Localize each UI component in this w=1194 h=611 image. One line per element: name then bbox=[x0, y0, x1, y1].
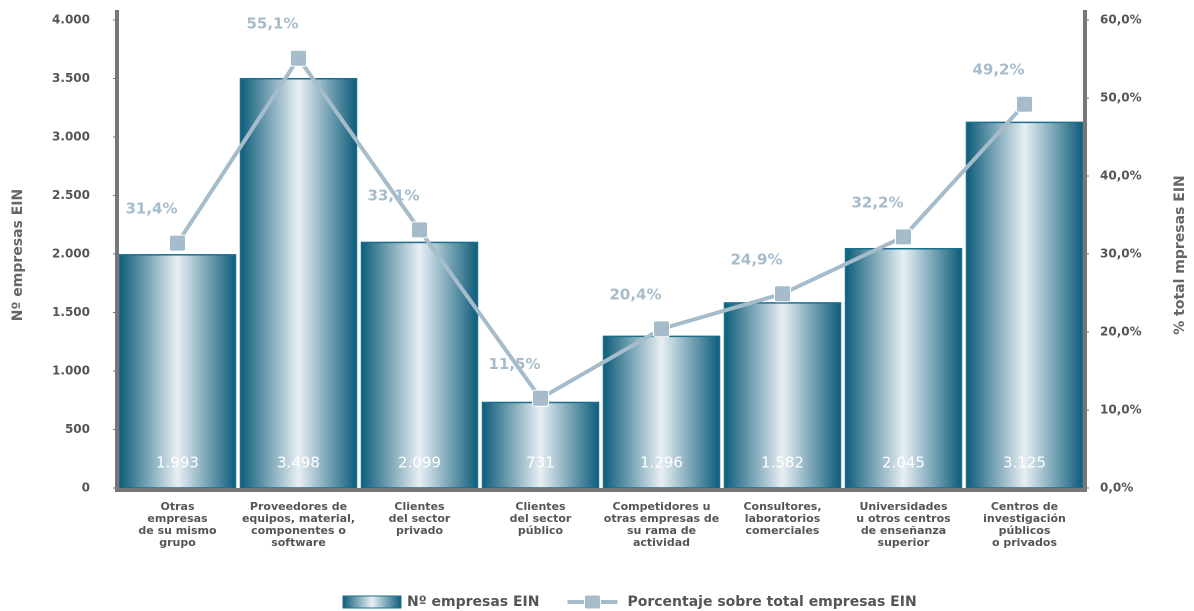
bar-value-label: 3.498 bbox=[277, 454, 320, 472]
y-tick-label: 2.500 bbox=[52, 188, 90, 202]
x-tick-label: Centros de investigación públicos o privado… bbox=[983, 500, 1066, 549]
legend-label: Nº empresas EIN bbox=[407, 594, 539, 610]
bar-value-label: 1.582 bbox=[761, 454, 804, 472]
y2-tick-label: 60,0% bbox=[1100, 13, 1142, 27]
bar bbox=[965, 121, 1084, 489]
y-tick-label: 0 bbox=[82, 481, 90, 495]
bar bbox=[239, 77, 358, 489]
y2-tick-label: 10,0% bbox=[1100, 403, 1142, 417]
line-marker bbox=[895, 228, 912, 246]
line-value-label: 32,2% bbox=[851, 193, 903, 211]
bar-value-label: 2.045 bbox=[882, 454, 925, 472]
line-value-label: 24,9% bbox=[730, 250, 782, 268]
line-value-label: 33,1% bbox=[367, 186, 419, 204]
y-tick-label: 500 bbox=[65, 422, 90, 436]
x-tick-label: Proveedores de equipos, material, componen… bbox=[242, 500, 355, 549]
axes bbox=[115, 10, 1087, 492]
y-tick-label: 2.000 bbox=[52, 247, 90, 261]
line-marker bbox=[653, 320, 670, 338]
bar-value-label: 731 bbox=[526, 454, 555, 472]
line-marker bbox=[532, 389, 549, 407]
line-marker bbox=[774, 285, 791, 303]
y2-tick-label: 30,0% bbox=[1100, 247, 1142, 261]
y-tick-label: 1.500 bbox=[52, 305, 90, 319]
x-tick-label: Clientes del sector privado bbox=[389, 500, 451, 537]
y2-tick-label: 0,0% bbox=[1100, 481, 1133, 495]
bar bbox=[844, 247, 963, 489]
line-value-label: 49,2% bbox=[972, 61, 1024, 79]
y-tick-label: 3.500 bbox=[52, 71, 90, 85]
x-tick-label: Clientes del sector público bbox=[510, 500, 572, 537]
line-marker bbox=[1016, 95, 1033, 113]
legend-swatch bbox=[583, 594, 601, 610]
bar bbox=[360, 241, 479, 489]
line-value-label: 55,1% bbox=[246, 15, 298, 33]
bar bbox=[118, 254, 237, 489]
legend-swatch bbox=[342, 595, 402, 609]
x-tick-label: Universidades u otros centros de enseñanza… bbox=[856, 500, 951, 549]
y-tick-label: 4.000 bbox=[52, 13, 90, 27]
bar-value-label: 2.099 bbox=[398, 454, 441, 472]
y-tick-label: 3.000 bbox=[52, 130, 90, 144]
y-tick-label: 1.000 bbox=[52, 364, 90, 378]
y-axis-label: Nº empresas EIN bbox=[10, 189, 26, 321]
line-marker bbox=[290, 49, 307, 67]
bar-value-label: 1.993 bbox=[156, 454, 199, 472]
line-value-label: 11,5% bbox=[488, 355, 540, 373]
line-value-label: 20,4% bbox=[609, 285, 661, 303]
x-tick-label: Competidores u otras empresas de su rama d… bbox=[604, 500, 719, 549]
legend-label: Porcentaje sobre total empresas EIN bbox=[627, 594, 916, 610]
bar-value-label: 1.296 bbox=[640, 454, 683, 472]
line-value-label: 31,4% bbox=[125, 200, 177, 218]
x-tick-label: Consultores, laboratorios comerciales bbox=[743, 500, 821, 537]
y2-tick-label: 50,0% bbox=[1100, 91, 1142, 105]
bar-value-label: 3.125 bbox=[1003, 454, 1046, 472]
line-marker bbox=[169, 234, 186, 252]
line bbox=[175, 54, 1026, 401]
y2-tick-label: 40,0% bbox=[1100, 169, 1142, 183]
x-tick-label: Otras empresas de su mismo grupo bbox=[138, 500, 217, 549]
y2-axis-label: % total mpresas EIN bbox=[1172, 175, 1188, 335]
y2-tick-label: 20,0% bbox=[1100, 325, 1142, 339]
bar bbox=[481, 401, 600, 489]
line-marker bbox=[411, 221, 428, 239]
